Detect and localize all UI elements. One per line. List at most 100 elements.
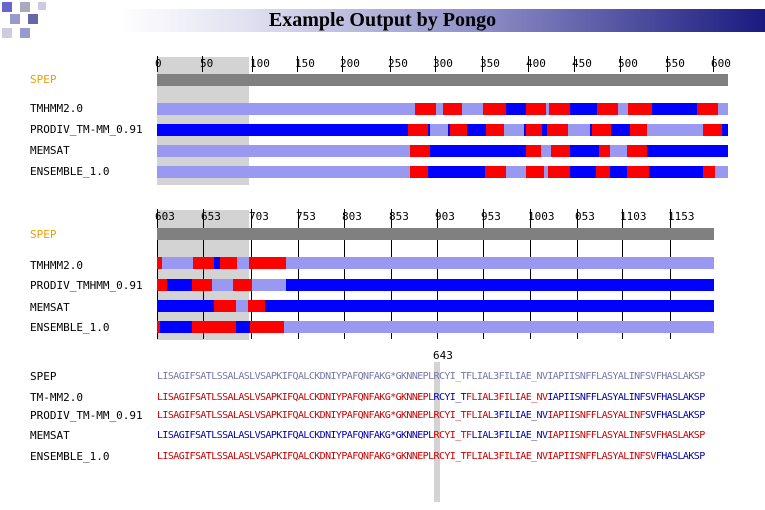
- residue: L: [677, 430, 684, 441]
- residue: I: [184, 451, 190, 462]
- residue: L: [471, 430, 477, 441]
- residue: F: [466, 371, 472, 382]
- residue: L: [232, 430, 239, 441]
- residue: K: [400, 451, 407, 462]
- residue: A: [601, 451, 608, 462]
- residue: L: [487, 451, 494, 462]
- track-segment: [526, 166, 544, 178]
- residue: L: [211, 371, 217, 382]
- tick-label: 853: [389, 210, 409, 223]
- residue: N: [406, 430, 412, 441]
- residue: Y: [335, 410, 342, 421]
- residue: G: [395, 451, 402, 462]
- residue: K: [314, 430, 320, 441]
- residue: F: [585, 430, 591, 441]
- residue: L: [677, 410, 684, 421]
- residue: P: [558, 451, 564, 462]
- residue: _: [531, 451, 537, 462]
- residue: I: [162, 430, 168, 441]
- residue: N: [406, 392, 412, 403]
- track-segment: [697, 103, 718, 115]
- residue: N: [363, 392, 369, 403]
- residue: V: [650, 410, 656, 421]
- residue: 3: [493, 410, 499, 421]
- residue: F: [655, 410, 662, 421]
- residue: K: [314, 451, 320, 462]
- residue: N: [411, 371, 418, 382]
- residue: I: [449, 392, 456, 403]
- residue: S: [693, 430, 700, 441]
- residue: A: [346, 392, 353, 403]
- residue: P: [341, 392, 347, 403]
- residue: A: [238, 430, 244, 441]
- residue: Y: [444, 410, 450, 421]
- residue: *: [390, 371, 396, 382]
- residue: I: [162, 392, 168, 403]
- residue: P: [270, 451, 277, 462]
- residue: L: [677, 451, 684, 462]
- residue: N: [363, 451, 369, 462]
- residue: F: [498, 371, 505, 382]
- tick-mark: [670, 209, 671, 339]
- residue: S: [167, 451, 174, 462]
- residue: A: [552, 430, 559, 441]
- tick-mark: [342, 56, 343, 72]
- residue: N: [406, 410, 412, 421]
- residue: Y: [444, 371, 450, 382]
- residue: P: [699, 410, 705, 421]
- residue: Y: [335, 371, 342, 382]
- residue: A: [520, 410, 526, 421]
- tick-mark: [713, 56, 714, 72]
- residue: S: [222, 410, 228, 421]
- residue: K: [314, 410, 320, 421]
- residue: F: [352, 430, 358, 441]
- residue: A: [520, 392, 526, 403]
- residue: L: [249, 392, 255, 403]
- residue: K: [400, 371, 407, 382]
- residue: F: [287, 410, 293, 421]
- track-bar: [157, 321, 714, 333]
- residue: C: [308, 392, 315, 403]
- residue: A: [666, 392, 673, 403]
- residue: I: [449, 371, 456, 382]
- track-segment: [252, 279, 286, 291]
- residue: F: [287, 451, 293, 462]
- residue: L: [157, 451, 163, 462]
- residue: C: [438, 410, 445, 421]
- tick-label: 150: [295, 57, 315, 70]
- tick-label: 200: [340, 57, 360, 70]
- track-label: ENSEMBLE_1.0: [30, 450, 110, 463]
- residue: A: [617, 430, 624, 441]
- residue: I: [504, 410, 510, 421]
- track-segment: [483, 103, 506, 115]
- residue: F: [498, 410, 505, 421]
- residue: F: [189, 392, 196, 403]
- residue: F: [639, 451, 646, 462]
- position-marker: 643: [433, 349, 453, 362]
- tick-label: 1003: [528, 210, 555, 223]
- residue: N: [579, 451, 586, 462]
- tick-mark: [157, 56, 158, 72]
- residue: _: [531, 410, 537, 421]
- residue: A: [617, 371, 624, 382]
- residue: V: [541, 392, 548, 403]
- residue: F: [590, 371, 597, 382]
- residue: 3: [493, 451, 499, 462]
- tick-label: 953: [481, 210, 501, 223]
- residue: S: [693, 451, 700, 462]
- residue: F: [498, 430, 505, 441]
- residue: F: [352, 451, 358, 462]
- residue: A: [173, 371, 179, 382]
- residue: I: [476, 430, 483, 441]
- residue: I: [628, 410, 635, 421]
- residue: S: [574, 392, 580, 403]
- residue: P: [699, 430, 705, 441]
- residue: G: [395, 371, 402, 382]
- residue: F: [189, 371, 196, 382]
- residue: I: [476, 392, 483, 403]
- residue: A: [482, 371, 488, 382]
- residue: S: [672, 410, 678, 421]
- track-segment: [628, 103, 652, 115]
- residue: A: [601, 371, 608, 382]
- residue: L: [596, 430, 602, 441]
